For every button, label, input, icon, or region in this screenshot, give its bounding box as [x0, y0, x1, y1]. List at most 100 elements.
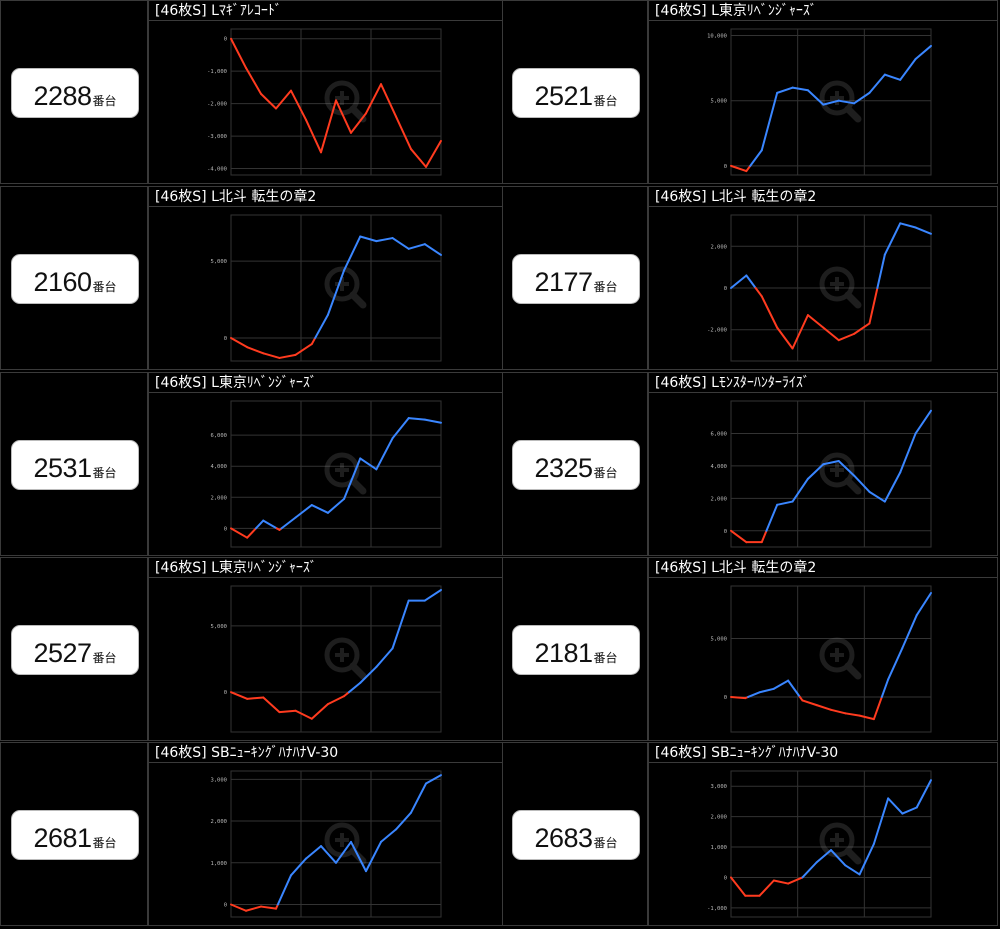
chart-panel: 0 2,000 4,000 6,000: [648, 392, 998, 556]
machine-title[interactable]: [46枚S] SBﾆｭｰｷﾝｸﾞﾊﾅﾊﾅV-30: [648, 742, 998, 762]
data-segment: [254, 519, 265, 530]
data-segment: [853, 474, 871, 493]
data-segment: [872, 797, 890, 845]
machine-number-button[interactable]: 2177 番台: [512, 254, 640, 304]
data-segment: [320, 845, 337, 864]
data-segment: [868, 287, 879, 325]
chart-panel: 0 5,000: [148, 206, 508, 370]
data-segment: [915, 592, 932, 617]
data-segment: [310, 703, 329, 720]
machine-number-button[interactable]: 2181 番台: [512, 625, 640, 675]
y-tick-label: 2,000: [210, 819, 227, 825]
data-segment: [730, 876, 747, 897]
data-segment: [326, 497, 346, 514]
data-segment: [901, 806, 918, 815]
graph-chart: 0 2,000 4,000 6,000: [710, 400, 932, 548]
machine-number-button[interactable]: 2521 番台: [512, 68, 640, 118]
data-segment: [776, 86, 794, 94]
machine-cell: 2521 番台 [46枚S] L東京ﾘﾍﾞﾝｼﾞｬｰｽﾞ 0 5,000 10,000: [502, 0, 998, 184]
machine-number-button[interactable]: 2527 番台: [11, 625, 139, 675]
data-segment: [314, 313, 329, 339]
zoom-in-icon-handle: [349, 105, 367, 123]
data-segment: [837, 460, 856, 477]
data-segment: [858, 714, 875, 721]
data-segment: [883, 73, 902, 81]
data-segment: [806, 89, 825, 106]
data-segment: [245, 66, 262, 95]
machine-number: 2181: [534, 638, 593, 668]
data-segment: [844, 864, 861, 876]
machine-number: 2160: [33, 267, 92, 297]
y-tick-label: 2,000: [210, 495, 227, 501]
data-segment: [375, 237, 394, 243]
data-segment: [278, 709, 297, 714]
machine-cell: 2527 番台 [46枚S] L東京ﾘﾍﾞﾝｼﾞｬｰｽﾞ 0 5,000: [0, 557, 508, 741]
data-segment: [395, 115, 412, 151]
data-segment: [359, 665, 378, 684]
graph-chart: 0 5,000: [210, 585, 442, 733]
machine-number-button[interactable]: 2325 番台: [512, 440, 640, 490]
data-segment: [853, 91, 871, 105]
y-tick-label: -2,000: [207, 102, 227, 108]
data-segment: [407, 417, 426, 421]
machine-title[interactable]: [46枚S] L北斗 転生の章2: [648, 557, 998, 577]
data-segment: [262, 696, 281, 714]
machine-number-button[interactable]: 2288 番台: [11, 68, 139, 118]
data-segment: [765, 503, 779, 532]
data-segment: [758, 879, 775, 897]
machine-suffix: 番台: [593, 836, 618, 850]
data-segment: [887, 797, 904, 815]
y-tick-label: -1,000: [207, 69, 227, 75]
plot-area: [730, 400, 932, 548]
chart-panel: 0 1,000 2,000 3,000: [148, 762, 508, 926]
machine-number-button[interactable]: 2531 番台: [11, 440, 139, 490]
data-segment: [246, 527, 257, 539]
data-segment: [230, 527, 249, 539]
data-segment: [745, 164, 752, 173]
y-tick-label: -4,000: [207, 167, 227, 173]
machine-title[interactable]: [46枚S] L東京ﾘﾍﾞﾝｼﾞｬｰｽﾞ: [148, 372, 508, 392]
zoom-in-icon-lens: [324, 452, 360, 488]
machine-title[interactable]: [46枚S] L東京ﾘﾍﾞﾝｼﾞｬｰｽﾞ: [148, 557, 508, 577]
graph-chart: 3,000 2,000 1,000 0 -1,000: [707, 770, 932, 918]
chart-panel: 0 5,000: [148, 577, 508, 741]
machine-title[interactable]: [46枚S] L東京ﾘﾍﾞﾝｼﾞｬｰｽﾞ: [648, 0, 998, 20]
machine-title[interactable]: [46枚S] Lﾓﾝｽﾀｰﾊﾝﾀｰﾗｲｽﾞ: [648, 372, 998, 392]
y-tick-label: 0: [224, 690, 227, 696]
y-tick-label: 0: [724, 875, 727, 881]
machine-number: 2288: [33, 81, 92, 111]
y-tick-label: 6,000: [710, 431, 727, 437]
zoom-in-icon: [819, 266, 862, 309]
machine-number-button[interactable]: 2681 番台: [11, 810, 139, 860]
data-segment: [410, 148, 427, 168]
machine-number-panel: 2683 番台: [502, 742, 648, 926]
y-tick-label: 1,000: [210, 861, 227, 867]
data-segment: [801, 699, 818, 707]
data-segment: [423, 588, 442, 602]
graph-chart: 0 1,000 2,000 3,000: [210, 770, 442, 918]
machine-title[interactable]: [46枚S] SBﾆｭｰｷﾝｸﾞﾊﾅﾊﾅV-30: [148, 742, 508, 762]
data-segment: [350, 112, 367, 134]
data-segment: [310, 504, 329, 514]
chart-panel: 2,000 0 -2,000: [648, 206, 998, 370]
zoom-in-icon-lens: [819, 822, 855, 858]
plot-area: [230, 214, 442, 362]
machine-number-button[interactable]: 2683 番台: [512, 810, 640, 860]
data-segment: [760, 91, 779, 152]
y-tick-label: -1,000: [707, 906, 727, 912]
y-tick-label: 0: [724, 529, 727, 535]
data-segment: [260, 92, 277, 110]
plot-area: [230, 400, 442, 548]
machine-number-button[interactable]: 2160 番台: [11, 254, 139, 304]
data-segment: [899, 57, 917, 81]
data-segment: [410, 782, 427, 814]
machine-title[interactable]: [46枚S] L北斗 転生の章2: [148, 186, 508, 206]
machine-title[interactable]: [46枚S] L北斗 転生の章2: [648, 186, 998, 206]
machine-title[interactable]: [46枚S] Lﾏｷﾞｱﾚｺｰﾄﾞ: [148, 0, 508, 20]
chart-panel: 3,000 2,000 1,000 0 -1,000: [648, 762, 998, 926]
data-segment: [815, 849, 832, 864]
machine-number-panel: 2531 番台: [0, 372, 148, 556]
data-segment: [343, 235, 362, 272]
data-segment: [375, 647, 394, 668]
data-segment: [425, 139, 442, 168]
